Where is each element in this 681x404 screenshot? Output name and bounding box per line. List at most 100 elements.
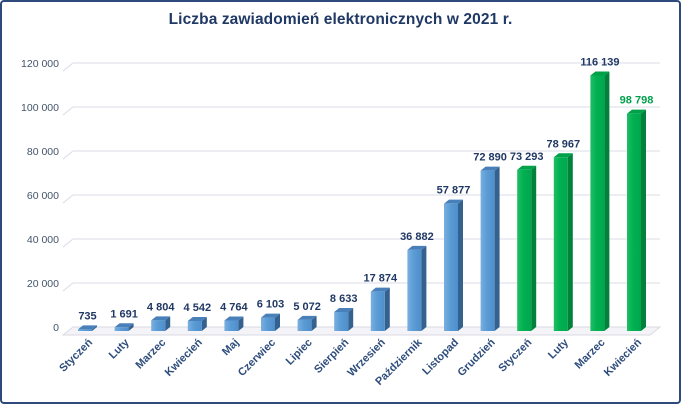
- x-axis-category-label: Kwiecień: [602, 336, 644, 378]
- x-axis-category-label: Grudzień: [456, 336, 498, 378]
- bar-top-face: [187, 317, 207, 322]
- bar-front-face: [370, 291, 385, 331]
- x-axis-category-label: Styczeń: [496, 336, 534, 374]
- bar-front-face: [224, 320, 239, 331]
- value-label: 17 874: [363, 273, 398, 285]
- bar-front-face: [334, 312, 349, 331]
- bar-side-face: [311, 315, 317, 331]
- bar-październik-9: [407, 245, 427, 331]
- bar-kwiecień-3: [187, 317, 207, 331]
- x-axis-category-label: Kwiecień: [163, 336, 205, 378]
- bar-front-face: [78, 329, 92, 331]
- gridline-depth-tick: [62, 194, 74, 204]
- value-label: 4 764: [220, 302, 248, 314]
- bar-side-face: [421, 245, 427, 331]
- bar-side-face: [92, 325, 97, 331]
- bar-side-face: [201, 317, 207, 331]
- bar-sierpień-7: [334, 308, 354, 331]
- bar-front-face: [187, 321, 202, 331]
- bar-side-face: [567, 153, 573, 331]
- value-label: 5 072: [293, 301, 321, 313]
- bar-luty-13: [553, 153, 573, 331]
- value-label: 8 633: [330, 293, 358, 305]
- bar-top-face: [78, 325, 97, 330]
- bar-side-face: [494, 166, 500, 331]
- bar-side-face: [531, 165, 537, 331]
- bar-marzec-2: [151, 316, 171, 331]
- bar-top-face: [627, 109, 646, 114]
- bar-front-face: [480, 170, 495, 331]
- bar-top-face: [517, 165, 537, 170]
- bar-front-face: [407, 249, 422, 331]
- y-axis-tick-label: 120 000: [21, 58, 59, 70]
- bar-side-face: [275, 313, 280, 331]
- y-axis-tick-label: 80 000: [27, 146, 59, 158]
- bar-styczeń-0: [78, 325, 97, 331]
- bar-top-face: [480, 166, 500, 171]
- bar-czerwiec-5: [261, 313, 280, 331]
- bar-side-face: [458, 199, 463, 331]
- bar-grudzień-11: [480, 166, 500, 331]
- bar-front-face: [151, 320, 166, 331]
- value-label: 4 542: [184, 302, 212, 314]
- y-axis-tick-label: 60 000: [27, 190, 59, 202]
- gridline-depth-tick: [62, 62, 74, 72]
- bar-top-face: [334, 308, 354, 313]
- bar-side-face: [238, 316, 244, 331]
- bar-listopad-10: [444, 199, 463, 331]
- x-axis-category-label: Czerwiec: [236, 337, 278, 379]
- y-axis-tick-label: 100 000: [21, 102, 59, 114]
- bar-top-face: [407, 245, 427, 250]
- gridline-depth-tick: [62, 238, 74, 248]
- value-label: 78 967: [546, 138, 580, 150]
- value-label: 735: [78, 310, 96, 322]
- bar-top-face: [114, 323, 134, 328]
- bar-front-face: [590, 75, 605, 331]
- gridline-depth-tick: [62, 150, 74, 160]
- y-axis-tick-label: 0: [53, 322, 59, 334]
- bar-marzec-14: [590, 71, 610, 331]
- bar-front-face: [444, 203, 458, 331]
- bar-front-face: [261, 317, 275, 331]
- value-label: 4 804: [147, 301, 175, 313]
- bar-front-face: [297, 319, 312, 331]
- x-axis-category-label: Maj: [220, 337, 241, 358]
- bar-top-face: [553, 153, 573, 158]
- bar-top-face: [444, 199, 463, 204]
- value-label: 116 139: [580, 56, 619, 68]
- bar-side-face: [604, 71, 610, 331]
- x-axis-category-label: Marzec: [573, 337, 608, 372]
- bar-luty-1: [114, 323, 134, 331]
- bar-front-face: [114, 327, 129, 331]
- bar-side-face: [348, 308, 354, 331]
- y-axis-tick-label: 40 000: [27, 234, 59, 246]
- x-axis-category-label: Listopad: [420, 337, 461, 378]
- value-label: 6 103: [257, 299, 285, 311]
- x-axis-category-label: Lipiec: [284, 337, 315, 368]
- x-axis-category-label: Luty: [546, 336, 572, 362]
- bar-top-face: [224, 316, 244, 321]
- x-axis-category-label: Luty: [107, 336, 133, 362]
- bar-top-face: [370, 287, 390, 292]
- x-axis-category-label: Marzec: [133, 337, 168, 372]
- bar-top-face: [297, 315, 317, 320]
- gridline-depth-tick: [62, 106, 74, 116]
- bar-styczeń-12: [517, 165, 537, 331]
- bar-front-face: [517, 169, 532, 331]
- bar-kwiecień-15: [627, 109, 646, 331]
- value-label: 72 890: [473, 152, 507, 164]
- chart-floor: [61, 326, 662, 336]
- bar-top-face: [151, 316, 171, 321]
- value-label: 36 882: [400, 231, 434, 243]
- bar-top-face: [590, 71, 610, 76]
- bar-side-face: [128, 323, 134, 331]
- x-axis-category-label: Styczeń: [57, 336, 95, 374]
- bar-side-face: [641, 109, 646, 331]
- bar-top-face: [261, 313, 280, 318]
- bar-front-face: [627, 113, 641, 331]
- bar-maj-4: [224, 316, 244, 331]
- value-label: 73 293: [510, 151, 544, 163]
- value-label: 98 798: [620, 95, 654, 107]
- bar-front-face: [553, 157, 568, 331]
